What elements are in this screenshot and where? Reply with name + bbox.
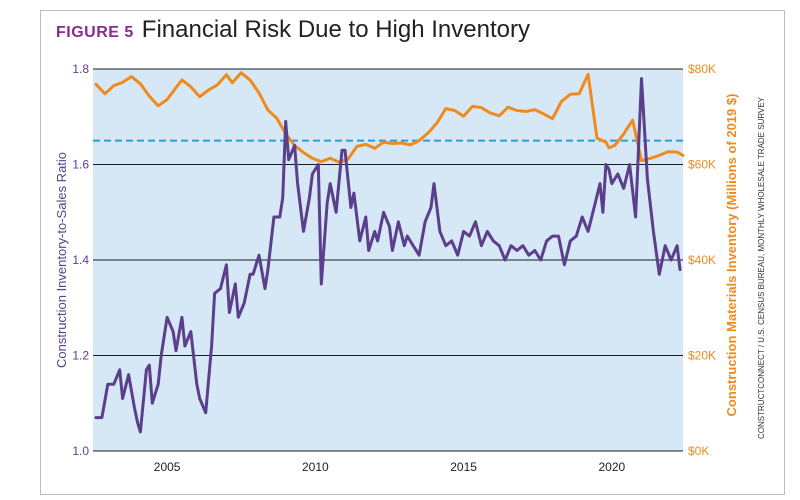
x-axis-ticks: 2005 2010 2015 2020 (154, 460, 626, 474)
figure-frame (40, 10, 785, 495)
grid-lines (93, 68, 683, 452)
figure-title: FIGURE 5 Financial Risk Due to High Inven… (56, 16, 530, 44)
right-tick-label: $20K (688, 349, 716, 363)
left-tick-label: 1.8 (72, 62, 89, 76)
x-tick-label: 2020 (598, 460, 625, 474)
left-axis-ticks: 1.0 1.2 1.4 1.6 1.8 (72, 62, 89, 458)
right-tick-label: $60K (688, 158, 716, 172)
left-axis-title: Construction Inventory-to-Sales Ratio (54, 152, 69, 368)
x-tick-label: 2015 (450, 460, 477, 474)
left-tick-label: 1.2 (72, 349, 89, 363)
right-tick-label: $80K (688, 62, 716, 76)
left-tick-label: 1.0 (72, 444, 89, 458)
right-axis-ticks: $0K $20K $40K $60K $80K (688, 62, 716, 458)
figure-heading: Financial Risk Due to High Inventory (141, 16, 530, 43)
left-tick-label: 1.4 (72, 253, 89, 267)
source-note: CONSTRUCTCONNECT / U.S. CENSUS BUREAU, M… (757, 96, 766, 439)
figure-label: FIGURE 5 (56, 24, 134, 41)
series-layer (94, 71, 685, 434)
right-tick-label: $0K (688, 444, 709, 458)
ratio-series-line (94, 77, 682, 434)
inventory-series-line (94, 71, 685, 164)
left-tick-label: 1.6 (72, 158, 89, 172)
right-axis-title: Construction Materials Inventory (Millio… (724, 94, 739, 417)
x-tick-label: 2005 (154, 460, 181, 474)
x-tick-label: 2010 (302, 460, 329, 474)
right-tick-label: $40K (688, 253, 716, 267)
